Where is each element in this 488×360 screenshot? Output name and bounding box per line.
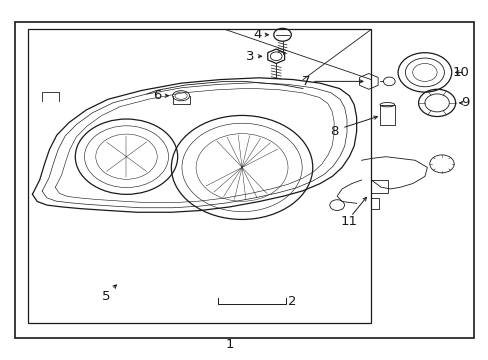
Text: 10: 10 (452, 66, 469, 79)
Bar (73, 291, 78, 294)
Bar (117, 291, 122, 294)
Bar (65, 291, 70, 294)
Bar (98, 266, 130, 286)
Bar (361, 198, 378, 209)
Text: 8: 8 (330, 125, 338, 138)
Bar (368, 180, 387, 193)
Text: 4: 4 (253, 28, 261, 41)
Bar (15, 22, 473, 338)
Bar (101, 261, 126, 266)
Bar (58, 291, 62, 294)
Bar (27, 30, 370, 323)
Bar (54, 266, 86, 286)
Text: 2: 2 (288, 296, 296, 309)
Text: 6: 6 (153, 89, 161, 102)
Bar (58, 261, 82, 266)
Bar (290, 218, 310, 232)
Text: 9: 9 (461, 96, 469, 109)
Text: 3: 3 (245, 50, 254, 63)
Text: 1: 1 (225, 338, 234, 351)
Text: 7: 7 (301, 75, 310, 88)
Bar (109, 291, 114, 294)
Text: 5: 5 (102, 290, 110, 303)
Text: 11: 11 (340, 215, 357, 228)
Bar (101, 291, 106, 294)
Bar (205, 225, 224, 239)
